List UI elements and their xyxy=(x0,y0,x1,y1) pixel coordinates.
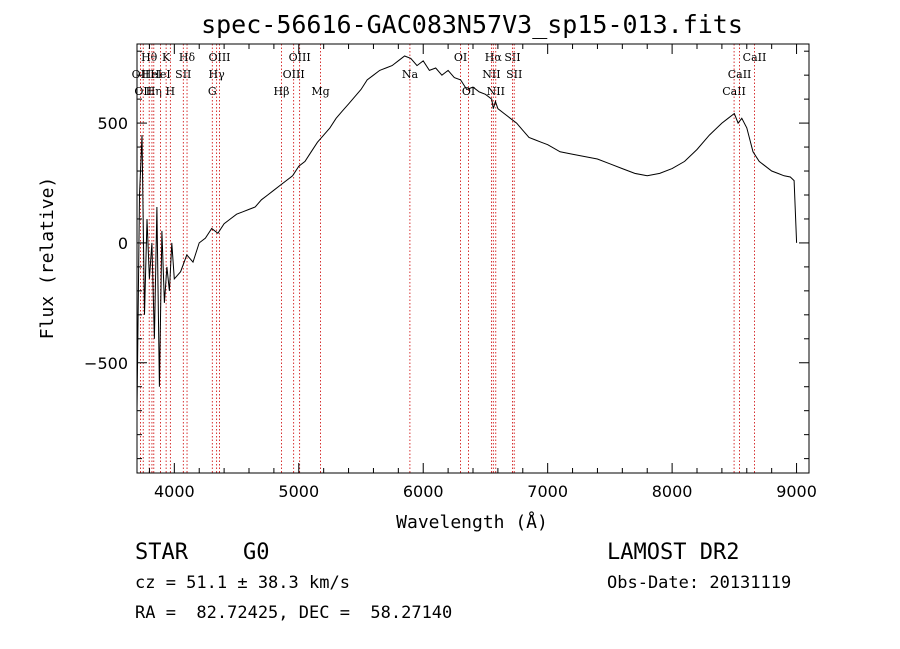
line-marker-label: Hα xyxy=(485,51,503,64)
line-marker-label: OI xyxy=(454,51,467,64)
x-tick-label: 5000 xyxy=(278,482,319,501)
line-marker-label: OIII xyxy=(283,68,305,81)
axis-ticks: 4000 5000 6000 7000 8000 9000 −500 0 500 xyxy=(84,44,817,501)
line-marker-label: HeI xyxy=(142,68,162,81)
line-marker-label: CaII xyxy=(743,51,767,64)
y-tick-label: −500 xyxy=(84,354,128,373)
x-tick-label: 6000 xyxy=(403,482,444,501)
line-marker-label: OII xyxy=(132,68,150,81)
line-marker-label: H xyxy=(166,85,176,98)
object-subclass: G0 xyxy=(243,540,270,565)
line-marker-label: G xyxy=(208,85,217,98)
x-axis-label: Wavelength (Å) xyxy=(396,511,548,533)
plot-frame xyxy=(136,43,810,474)
x-tick-label: 4000 xyxy=(154,482,195,501)
line-marker-label: Mg xyxy=(311,85,329,98)
object-class: STAR xyxy=(135,540,188,565)
line-marker-label: CaII xyxy=(722,85,746,98)
line-marker-label: NII xyxy=(487,85,505,98)
line-marker-label: OIII xyxy=(289,51,311,64)
line-marker-label: HeI xyxy=(150,68,170,81)
line-marker-label: OI xyxy=(462,85,475,98)
y-axis-label: Flux (relative) xyxy=(37,177,58,340)
emission-line-markers: OIIOIIHθHeIHηHeIKHSIIHδGHγOIIIHβOIIIOIII… xyxy=(132,44,767,473)
line-marker-label: Hδ xyxy=(179,51,196,64)
line-marker-label: Hγ xyxy=(209,68,226,81)
chart-title: spec-56616-GAC083N57V3_sp15-013.fits xyxy=(201,10,743,39)
x-tick-label: 8000 xyxy=(652,482,693,501)
line-marker-label: Hη xyxy=(146,85,162,98)
line-marker-label: Hβ xyxy=(274,85,290,98)
redshift-velocity: cz = 51.1 ± 38.3 km/s xyxy=(135,573,350,593)
line-marker-label: OII xyxy=(134,85,152,98)
line-marker-label: Na xyxy=(402,68,419,81)
line-marker-label: NII xyxy=(482,68,500,81)
y-tick-label: 0 xyxy=(118,234,128,253)
y-tick-label: 500 xyxy=(97,114,128,133)
line-marker-label: CaII xyxy=(728,68,752,81)
line-marker-label: SII xyxy=(504,51,520,64)
x-tick-label: 9000 xyxy=(776,482,817,501)
line-marker-label: SII xyxy=(175,68,191,81)
line-marker-label: Hθ xyxy=(141,51,158,64)
line-marker-label: K xyxy=(162,51,171,64)
spectrum-line xyxy=(136,55,798,411)
line-marker-label: SII xyxy=(506,68,522,81)
line-marker-label: OIII xyxy=(208,51,230,64)
survey-name: LAMOST DR2 xyxy=(607,540,740,565)
sky-coordinates: RA = 82.72425, DEC = 58.27140 xyxy=(135,603,453,623)
x-tick-label: 7000 xyxy=(527,482,568,501)
observation-date: Obs-Date: 20131119 xyxy=(607,573,792,593)
